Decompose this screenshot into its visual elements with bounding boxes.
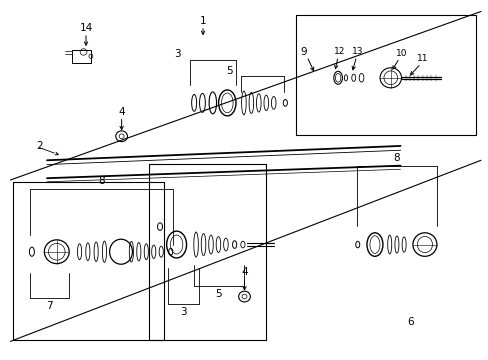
Text: 6: 6 bbox=[406, 317, 413, 327]
Text: 4: 4 bbox=[118, 107, 124, 117]
Text: 7: 7 bbox=[46, 301, 53, 311]
Text: 13: 13 bbox=[352, 47, 363, 56]
Text: 5: 5 bbox=[215, 289, 222, 299]
Text: 9: 9 bbox=[300, 46, 306, 57]
Text: 12: 12 bbox=[333, 47, 345, 56]
Text: 2: 2 bbox=[36, 141, 43, 151]
Text: 3: 3 bbox=[174, 49, 181, 59]
Text: 4: 4 bbox=[241, 267, 247, 277]
Bar bbox=[72, 50, 91, 63]
Text: 8: 8 bbox=[393, 153, 399, 163]
Text: 11: 11 bbox=[416, 54, 428, 63]
Text: 3: 3 bbox=[180, 307, 187, 316]
Text: 1: 1 bbox=[199, 17, 206, 27]
Text: 14: 14 bbox=[79, 23, 92, 33]
Text: 10: 10 bbox=[395, 49, 407, 58]
Text: 8: 8 bbox=[98, 176, 104, 186]
Text: 5: 5 bbox=[225, 66, 232, 76]
